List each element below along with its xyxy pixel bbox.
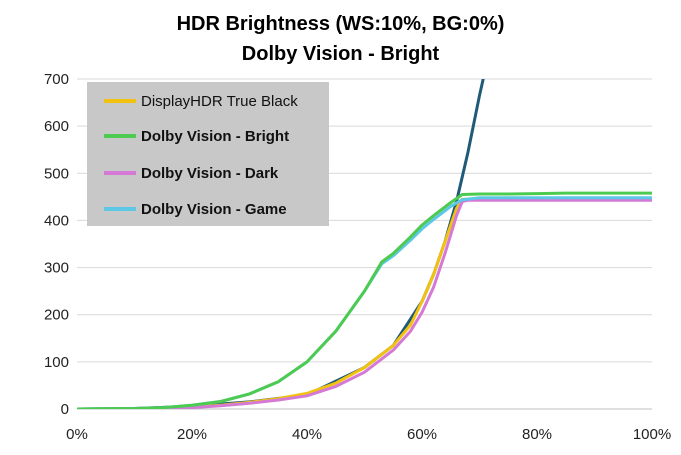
legend-label: Dolby Vision - Bright <box>141 128 289 145</box>
y-tick-label: 300 <box>44 260 69 277</box>
series-group <box>77 79 652 409</box>
series-line-3 <box>77 196 652 409</box>
y-tick-label: 700 <box>44 71 69 88</box>
y-tick-label: 200 <box>44 307 69 324</box>
y-tick-label: 400 <box>44 212 69 229</box>
x-tick-label: 60% <box>407 426 437 443</box>
x-tick-label: 80% <box>522 426 552 443</box>
chart-title: HDR Brightness (WS:10%, BG:0%) <box>176 13 505 35</box>
legend-label: Dolby Vision - Game <box>141 201 287 218</box>
series-line-1 <box>77 191 652 409</box>
y-tick-label: 0 <box>61 401 69 418</box>
series-line-0 <box>77 197 652 409</box>
legend-label: Dolby Vision - Dark <box>141 165 279 182</box>
y-tick-label: 100 <box>44 354 69 371</box>
y-tick-label: 500 <box>44 165 69 182</box>
x-tick-label: 100% <box>633 426 671 443</box>
chart-subtitle: Dolby Vision - Bright <box>241 43 440 65</box>
x-tick-label: 0% <box>66 426 88 443</box>
legend-box <box>87 82 329 226</box>
legend-label: DisplayHDR True Black <box>141 93 298 110</box>
x-tick-label: 20% <box>177 426 207 443</box>
y-tick-label: 600 <box>44 118 69 135</box>
series-line-2 <box>77 198 652 409</box>
x-tick-label: 40% <box>292 426 322 443</box>
